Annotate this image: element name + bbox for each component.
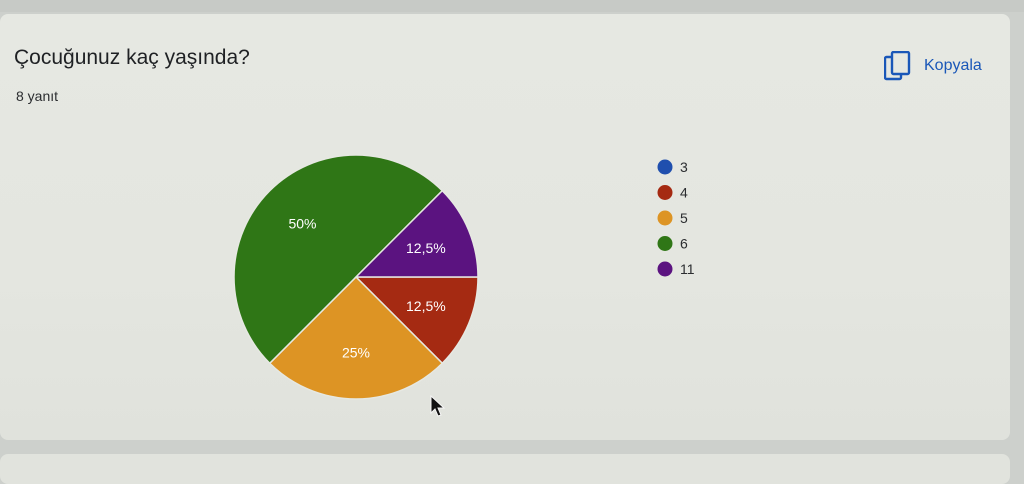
next-question-card [0,454,1010,484]
response-count: 8 yanıt [16,88,59,104]
pie-slice-4[interactable] [354,276,479,365]
legend-marker-6 [657,236,673,251]
pie-slice-label-6: 50% [288,216,316,232]
pie-slice-5[interactable] [268,275,444,400]
pie-slice-label-11: 12,5% [406,240,446,256]
legend-marker-4 [657,185,673,200]
legend-marker-5 [657,210,673,226]
copy-button-label: Kopyala [924,57,982,74]
pie-slice-11[interactable] [354,189,479,278]
legend-label-6: 6 [680,236,688,252]
legend-label-11: 11 [680,261,695,277]
mouse-cursor-icon [430,395,446,417]
pie-slices [233,154,479,400]
pie-slice-6[interactable] [233,154,444,365]
chart-legend: 3 4 5 6 11 [657,159,695,277]
legend-marker-11 [657,261,673,277]
question-title: Çocuğunuz kaç yaşında? [14,46,250,69]
question-card [0,14,1010,440]
legend-label-4: 4 [680,185,688,201]
copy-button[interactable]: Kopyala [884,50,982,82]
legend-label-5: 5 [680,210,688,226]
pie-slice-label-4: 12,5% [406,298,446,314]
copy-icon [884,51,911,81]
legend-label-3: 3 [680,159,688,175]
pie-slice-label-5: 25% [342,345,370,361]
pie-slice-labels: 12,5% 25% 50% 12,5% [288,216,445,361]
legend-marker-3 [657,159,673,175]
pie-chart: 12,5% 25% 50% 12,5% 3 4 5 6 11 [233,154,695,400]
top-strip [0,0,1024,12]
